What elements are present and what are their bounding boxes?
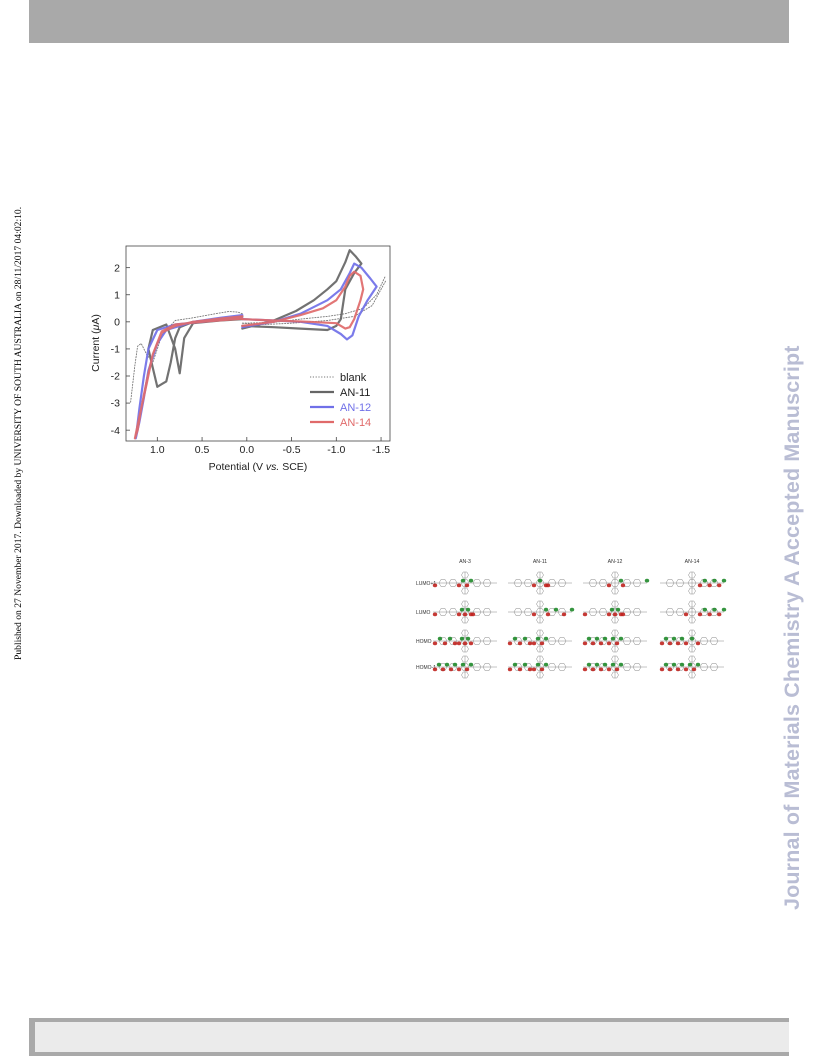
orbital-image-an-14-homo-1 bbox=[659, 655, 724, 679]
y-tick-label: -2 bbox=[111, 371, 120, 383]
series-line-an-14 bbox=[133, 315, 244, 440]
y-axis-ticks: 2 1 0 -1 -2 -3 -4 bbox=[111, 262, 130, 437]
orbital-column-label: AN-12 bbox=[608, 559, 623, 565]
legend-label-an-11: AN-11 bbox=[340, 387, 370, 399]
y-tick-label: -3 bbox=[111, 398, 120, 410]
series-line-an-11 bbox=[147, 315, 244, 388]
x-tick-label: 1.0 bbox=[150, 444, 165, 456]
series-line-an-12 bbox=[241, 262, 378, 341]
orbital-image-an-14-lumo+1 bbox=[660, 571, 727, 595]
footer-bar bbox=[29, 1018, 789, 1056]
orbital-images bbox=[432, 571, 727, 679]
orbital-image-an-11-lumo bbox=[508, 600, 575, 624]
y-tick-label: 0 bbox=[114, 316, 120, 328]
legend-label-blank: blank bbox=[340, 372, 367, 384]
y-axis-label: Current (μA) bbox=[90, 314, 102, 372]
y-tick-label: -1 bbox=[111, 344, 120, 356]
x-tick-label: -1.0 bbox=[327, 444, 345, 456]
series-line-blank bbox=[241, 280, 386, 325]
orbital-image-an-14-lumo bbox=[660, 600, 727, 624]
orbital-column-label: AN-3 bbox=[459, 559, 471, 565]
series-line-an-14 bbox=[241, 270, 365, 330]
orbital-image-an-3-lumo+1 bbox=[432, 571, 497, 595]
orbital-image-an-11-lumo+1 bbox=[508, 571, 572, 595]
x-tick-label: -1.5 bbox=[372, 444, 390, 456]
orbital-image-an-12-homo-1 bbox=[582, 655, 647, 679]
x-tick-label: -0.5 bbox=[283, 444, 301, 456]
header-bar bbox=[29, 0, 789, 43]
cyclic-voltammetry-chart: 1.0 0.5 0.0 -0.5 -1.0 -1.5 2 1 0 -1 -2 -3 -4 blank A… bbox=[90, 245, 391, 473]
orbital-image-an-14-homo bbox=[659, 629, 724, 653]
orbital-row-labels: LUMO+1 LUMO HOMO HOMO-1 bbox=[416, 581, 436, 671]
orbital-row-label: HOMO bbox=[416, 639, 432, 645]
chart-series bbox=[130, 249, 386, 440]
y-tick-label: 2 bbox=[114, 262, 120, 274]
orbital-row-label: HOMO-1 bbox=[416, 665, 436, 671]
publication-note: Published on 27 November 2017. Downloade… bbox=[13, 160, 27, 660]
chart-legend: blank AN-11 AN-12 AN-14 bbox=[310, 372, 371, 429]
orbital-column-label: AN-14 bbox=[685, 559, 700, 565]
series-line-blank bbox=[241, 275, 386, 324]
molecular-orbital-figure: AN-3 AN-11 AN-12 AN-14 LUMO+1 LUMO HOMO HOMO-1 bbox=[416, 559, 727, 679]
orbital-column-label: AN-11 bbox=[533, 559, 547, 565]
orbital-image-an-11-homo bbox=[507, 629, 572, 653]
orbital-image-an-12-lumo+1 bbox=[583, 571, 650, 595]
plot-frame bbox=[125, 245, 391, 442]
orbital-row-label: LUMO bbox=[416, 610, 431, 616]
orbital-image-an-12-homo bbox=[582, 629, 647, 653]
x-tick-label: 0.5 bbox=[195, 444, 210, 456]
y-tick-label: 1 bbox=[114, 289, 120, 301]
orbital-column-headers: AN-3 AN-11 AN-12 AN-14 bbox=[459, 559, 699, 565]
x-axis-label: Potential (V vs. SCE) bbox=[209, 461, 308, 473]
watermark-text: Journal of Materials Chemistry A Accepte… bbox=[780, 345, 804, 910]
footer-inner bbox=[35, 1022, 789, 1052]
orbital-image-an-11-homo-1 bbox=[507, 655, 572, 679]
publication-note-text: Published on 27 November 2017. Downloade… bbox=[13, 206, 24, 660]
orbital-image-an-12-lumo bbox=[582, 600, 647, 624]
orbital-image-an-3-lumo bbox=[432, 600, 497, 624]
orbital-image-an-3-homo bbox=[432, 629, 497, 653]
y-tick-label: -4 bbox=[111, 425, 120, 437]
orbital-image-an-3-homo-1 bbox=[432, 655, 497, 679]
x-tick-label: 0.0 bbox=[240, 444, 255, 456]
legend-label-an-12: AN-12 bbox=[340, 402, 371, 414]
legend-label-an-14: AN-14 bbox=[340, 417, 371, 429]
orbital-row-label: LUMO+1 bbox=[416, 581, 436, 587]
x-axis-ticks: 1.0 0.5 0.0 -0.5 -1.0 -1.5 bbox=[150, 437, 390, 456]
series-line-an-11 bbox=[241, 249, 363, 332]
manuscript-watermark: Journal of Materials Chemistry A Accepte… bbox=[776, 150, 812, 910]
